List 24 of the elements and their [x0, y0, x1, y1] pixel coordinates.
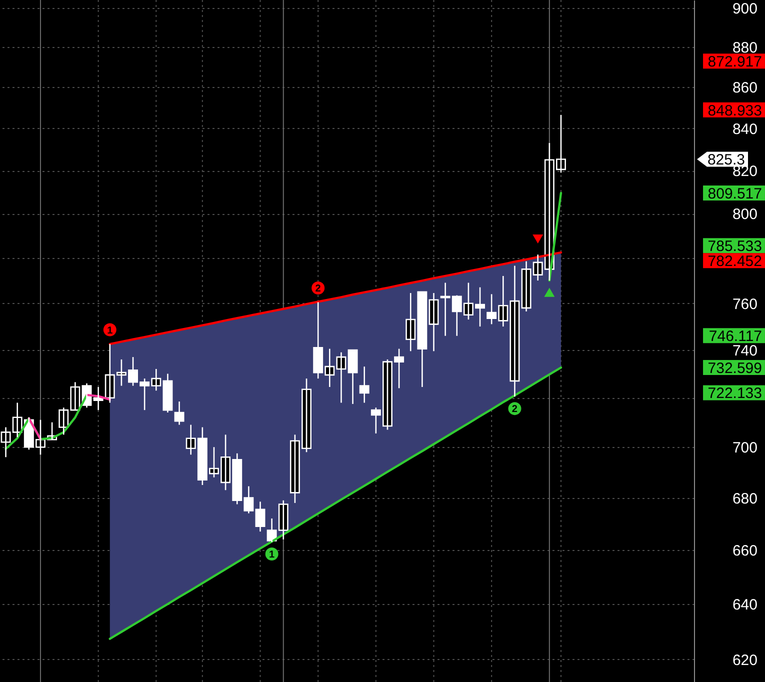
- text: 782.452: [708, 253, 762, 270]
- y-tick-label: 620: [732, 652, 758, 669]
- y-tick-label: 860: [732, 80, 758, 97]
- series-label: 2: [315, 284, 322, 294]
- y-tick-label: 840: [732, 120, 758, 138]
- line-series: [108, 251, 562, 346]
- text: 848.933: [708, 102, 762, 120]
- y-tick-label: 800: [732, 206, 758, 224]
- point: [544, 288, 555, 297]
- y-tick-label: 660: [732, 542, 758, 560]
- y-tick-label: 900: [732, 0, 758, 18]
- text: 722.133: [708, 385, 762, 402]
- series-label: 2: [512, 404, 518, 416]
- y-tick-label: 640: [732, 596, 758, 614]
- y-tick-label: 680: [732, 490, 758, 508]
- series-label: 1: [107, 325, 114, 336]
- series-label: 1: [269, 549, 276, 560]
- text: 732.599: [708, 360, 762, 378]
- text: 785.533: [708, 238, 762, 256]
- y-tick-label: 760: [732, 296, 758, 313]
- line-series: [108, 366, 562, 640]
- y-tick-label: 700: [732, 440, 758, 457]
- text: 809.517: [708, 185, 762, 202]
- point: [532, 234, 544, 244]
